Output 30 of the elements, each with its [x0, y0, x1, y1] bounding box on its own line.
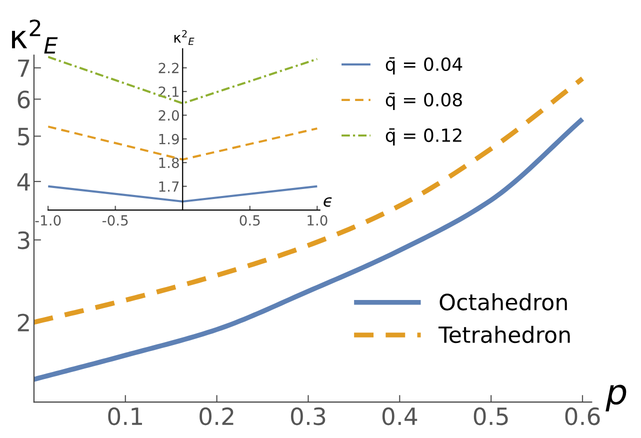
x-tick-label: 0.5 — [474, 407, 508, 426]
y-tick-label: 2 — [18, 314, 29, 332]
legend-label: Tetrahedron — [438, 326, 570, 344]
legend-label: q̄ = 0.08 — [386, 92, 462, 110]
y-tick-label: 1.7 — [159, 181, 179, 192]
x-tick-label: -1.0 — [35, 215, 61, 226]
x-tick-label: 0.4 — [382, 407, 418, 426]
y-axis-title: κ$^{2}$$_{E}$ — [12, 19, 58, 54]
y-tick-label: 2.0 — [158, 110, 179, 121]
y-tick-label: 6 — [18, 90, 30, 108]
legend-label: q̄ = 0.12 — [386, 128, 462, 146]
y-tick-label: 3 — [18, 231, 30, 250]
y-tick-label: 2.2 — [158, 62, 178, 74]
x-tick-label: 1.0 — [308, 215, 328, 226]
y-axis-title: κ$^{2}$$_{E}$ — [174, 30, 194, 45]
y-tick-label: 7 — [18, 60, 30, 77]
legend-label: q̄ = 0.04 — [386, 57, 462, 74]
legend-label: Octahedron — [440, 293, 567, 310]
y-tick-label: 5 — [18, 128, 30, 146]
x-tick-label: 0.3 — [291, 407, 326, 426]
y-tick-label: 1.8 — [159, 158, 179, 168]
x-axis-title: ϵ — [324, 197, 332, 207]
x-tick-label: 0.5 — [240, 215, 260, 226]
x-tick-label: 0.2 — [200, 407, 234, 426]
y-tick-label: 1.9 — [159, 134, 179, 144]
x-tick-label: 0.6 — [565, 407, 600, 426]
x-tick-label: -0.5 — [102, 215, 128, 226]
x-tick-label: 0.1 — [108, 407, 142, 426]
x-axis-title: p — [606, 384, 626, 412]
y-tick-label: 4 — [17, 173, 30, 190]
